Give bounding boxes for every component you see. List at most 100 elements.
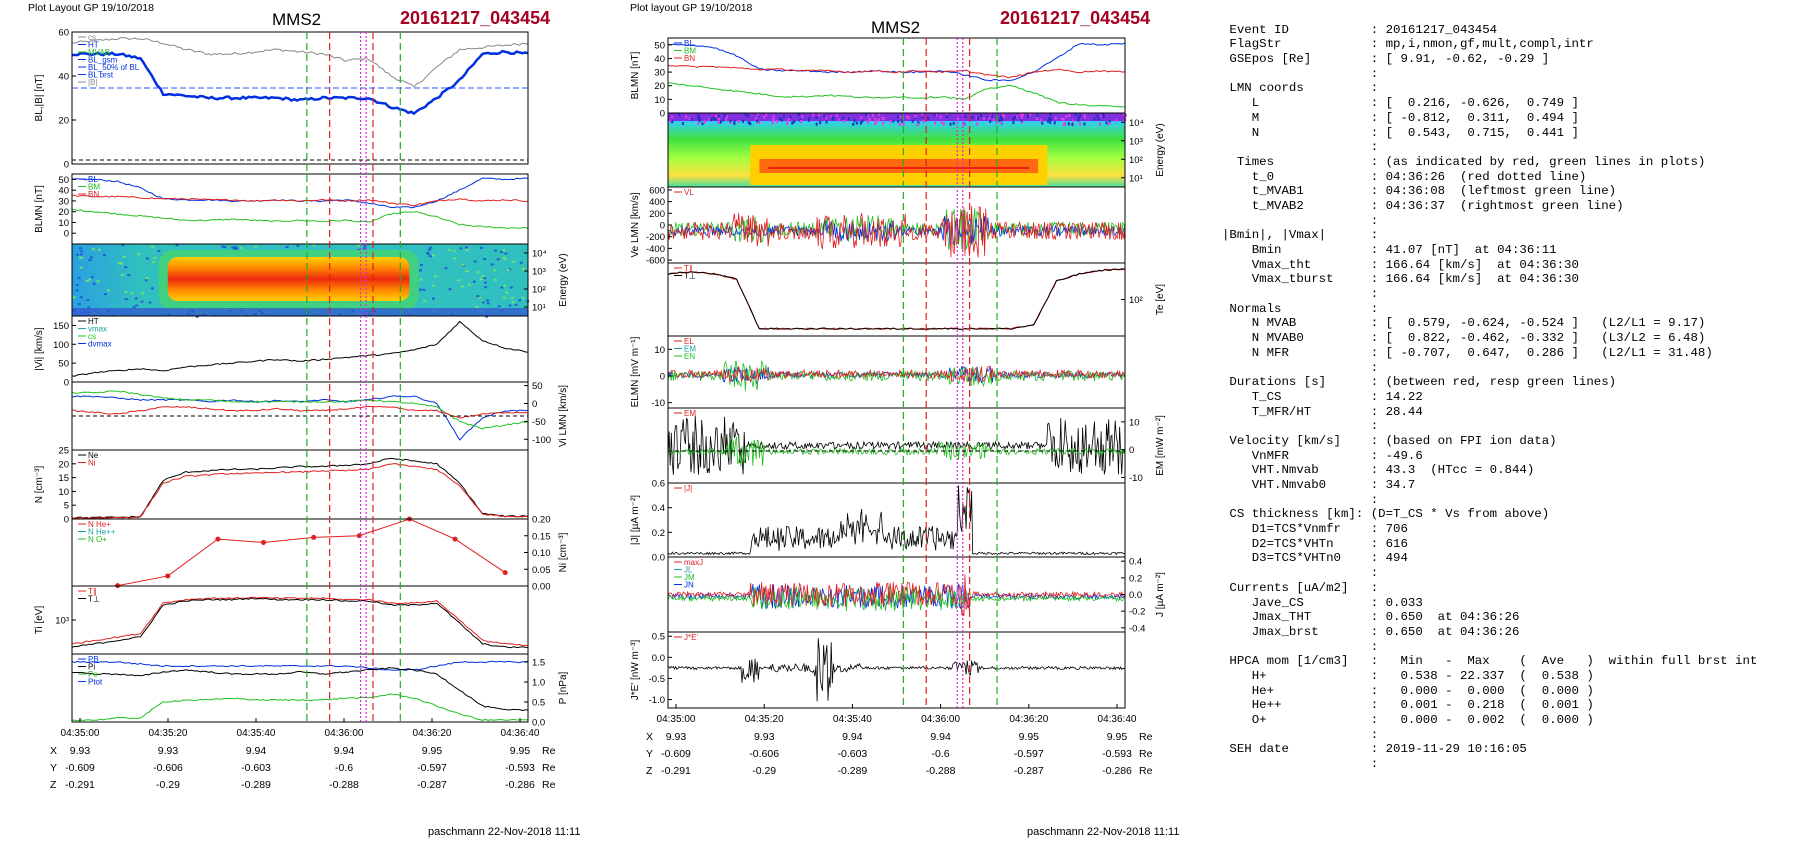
y-tick-label: 10² (1129, 295, 1143, 306)
spectrogram-pixel (921, 113, 924, 117)
spectrogram-pixel (831, 116, 834, 120)
spectrogram-pixel (982, 117, 985, 121)
y-tick-label: 60 (58, 28, 69, 39)
spectrogram-pixel (1108, 120, 1111, 124)
spectrogram-pixel (853, 119, 856, 123)
series-line (667, 205, 1126, 258)
spectrogram-pixel (1083, 113, 1086, 117)
spectrogram-pixel (235, 247, 239, 250)
info-line: Durations [s] : (between red, resp green… (1222, 375, 1617, 390)
legend-label: N He++ (88, 528, 116, 537)
spectrogram-pixel (107, 289, 111, 292)
spectrogram-pixel (511, 301, 515, 304)
spectrogram-pixel (493, 269, 497, 272)
spectrogram-pixel (922, 119, 925, 123)
spectrogram-pixel (939, 115, 942, 119)
legend-label: BM (684, 47, 696, 56)
spectrogram-pixel (1049, 117, 1052, 121)
x-tick-label: 04:36:20 (1009, 714, 1048, 725)
y-tick-label: 10³ (532, 267, 546, 278)
spectrogram-pixel (503, 285, 507, 288)
spectrogram-pixel (1079, 114, 1082, 118)
spectrogram-pixel (418, 288, 422, 291)
gse-value: -0.6 (932, 748, 950, 760)
spectrogram-pixel (504, 252, 508, 255)
info-line: : (1222, 727, 1379, 742)
info-line: CS thickness [km]: (D=T_CS * Vs from abo… (1222, 507, 1550, 522)
spectrogram-pixel (757, 113, 760, 117)
legend-label: N O+ (88, 535, 107, 544)
spectrogram-pixel (88, 278, 92, 281)
legend-label: VL (684, 188, 694, 197)
spectrogram-pixel (312, 244, 316, 247)
y-tick-label: 100 (53, 340, 69, 351)
spectrogram-pixel (892, 119, 895, 123)
spectrogram-pixel (79, 296, 83, 299)
spectrogram-pixel (902, 121, 905, 125)
series-line (667, 82, 1126, 108)
series-line (71, 37, 529, 88)
info-line: HPCA mom [1/cm3] : Min - Max ( Ave ) wit… (1222, 654, 1758, 669)
spectrogram-pixel (1020, 120, 1023, 124)
info-line: GSEpos [Re] : [ 9.91, -0.62, -0.29 ] (1222, 52, 1550, 67)
spectrogram-pixel (485, 315, 489, 318)
info-line: : (1222, 639, 1379, 654)
spectrogram-pixel (75, 289, 79, 292)
spectrogram-pixel (1020, 118, 1023, 122)
axis-label: |Vi| [km/s] (34, 327, 45, 371)
spectrogram-pixel (1083, 122, 1086, 126)
spectrogram-pixel (992, 118, 995, 122)
series-line (667, 586, 1126, 612)
panel-frame (71, 31, 529, 165)
spectrogram-pixel (744, 113, 747, 117)
spectrogram-pixel (459, 247, 463, 250)
y-tick-label: 1.5 (532, 658, 545, 669)
panel-frame (667, 262, 1126, 337)
panel-frame (71, 173, 529, 245)
y-tick-label: 5 (64, 501, 69, 512)
spectrogram-pixel (940, 120, 943, 124)
spectrogram-pixel (733, 121, 736, 125)
gse-value: -0.289 (838, 765, 868, 777)
gse-value: 9.93 (754, 731, 775, 743)
mid-layout-label: Plot layout GP 19/10/2018 (630, 2, 753, 14)
spectrogram-pixel (964, 114, 967, 118)
legend-label: Ni (88, 459, 96, 468)
spectrogram-pixel (685, 115, 688, 119)
spectrogram-pixel (89, 256, 93, 259)
gse-value: 9.95 (1107, 731, 1128, 743)
spectrogram-pixel (148, 301, 152, 304)
y-tick-label: 50 (654, 40, 665, 51)
panel-frame (667, 631, 1126, 709)
info-line: Jmax_THT : 0.650 at 04:36:26 (1222, 610, 1520, 625)
y-tick-label: 0 (64, 160, 69, 171)
spectrogram-pixel (419, 264, 423, 267)
axis-label: Ve LMN [km/s] (630, 192, 641, 257)
y-tick-label: 25 (58, 446, 69, 457)
spectrogram-pixel (825, 120, 828, 124)
spectrogram-pixel (233, 248, 237, 251)
spectrogram-pixel (791, 121, 794, 125)
spectrogram-pixel (882, 116, 885, 120)
legend-label: BL (88, 175, 98, 184)
spectrogram-pixel (423, 299, 427, 302)
spectrogram-pixel (881, 121, 884, 125)
spectrogram-pixel (483, 286, 487, 289)
info-line: T_MFR/HT : 28.44 (1222, 404, 1423, 419)
spectrogram-pixel (479, 278, 483, 281)
y-tick-label: 0.5 (652, 632, 665, 643)
gse-unit: Re (1139, 765, 1153, 777)
spectrogram-pixel (1067, 122, 1070, 126)
legend-label: EM (684, 345, 696, 354)
spectrogram-pixel (145, 257, 149, 260)
spectrogram-pixel (866, 114, 869, 118)
spectrogram-pixel (867, 119, 870, 123)
spectrogram-pixel (223, 246, 227, 249)
series-line (71, 596, 529, 647)
spectrogram-pixel (933, 121, 936, 125)
spectrogram-pixel (508, 304, 512, 307)
spectrogram-pixel (85, 280, 89, 283)
series-line (71, 667, 528, 712)
spectrogram-pixel (92, 282, 96, 285)
spectrogram-pixel (175, 244, 179, 247)
